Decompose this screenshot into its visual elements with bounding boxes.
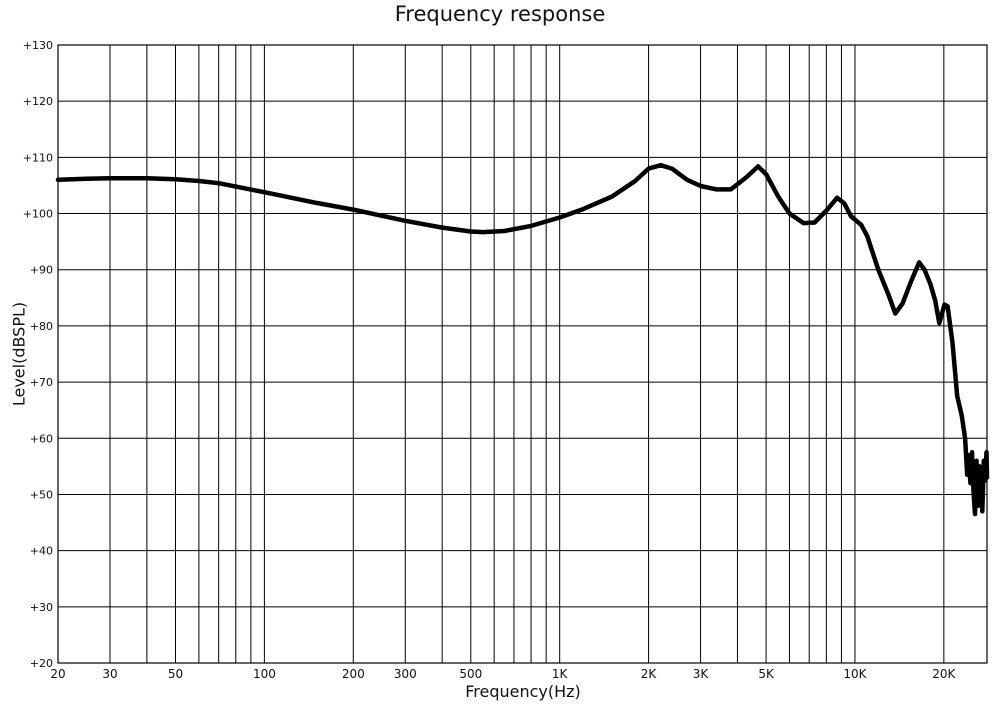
y-tick-label: +50 [30,488,53,501]
x-tick-label: 10K [843,667,867,681]
y-tick-label: +40 [30,545,53,558]
y-tick-label: +80 [30,320,53,333]
y-tick-label: +100 [23,208,53,221]
grid-layer [57,44,987,664]
x-tick-label: 100 [253,667,276,681]
chart-title: Frequency response [394,2,606,26]
x-tick-label: 2K [641,667,658,681]
x-tick-label: 30 [102,667,117,681]
x-tick-label: 50 [168,667,183,681]
x-axis-label: Frequency(Hz) [465,682,581,701]
y-axis-label: Level(dBSPL) [9,301,29,407]
x-tick-label: 3K [693,667,710,681]
y-tick-label: +30 [30,601,53,614]
x-tick-label: 20K [932,667,956,681]
y-tick-label: +70 [30,376,53,389]
y-tick-label: +120 [23,95,53,108]
x-tick-label: 500 [459,667,482,681]
frequency-response-line [55,162,990,517]
x-tick-label: 20 [50,667,65,681]
x-tick-label: 5K [758,667,775,681]
tick-label-layer: +20 +30 +40 +50 +60 +70 +80 +90 +100 +110 +120 +130… [23,39,957,681]
x-tick-label: 1K [552,667,569,681]
y-tick-label: +20 [30,657,53,670]
plot-frame [57,44,988,664]
y-tick-label: +60 [30,432,53,445]
y-tick-label: +110 [23,151,53,164]
x-tick-label: 200 [342,667,365,681]
x-tick-label: 300 [394,667,417,681]
series-layer [55,162,990,517]
y-tick-label: +130 [23,39,53,52]
y-tick-label: +90 [30,264,53,277]
